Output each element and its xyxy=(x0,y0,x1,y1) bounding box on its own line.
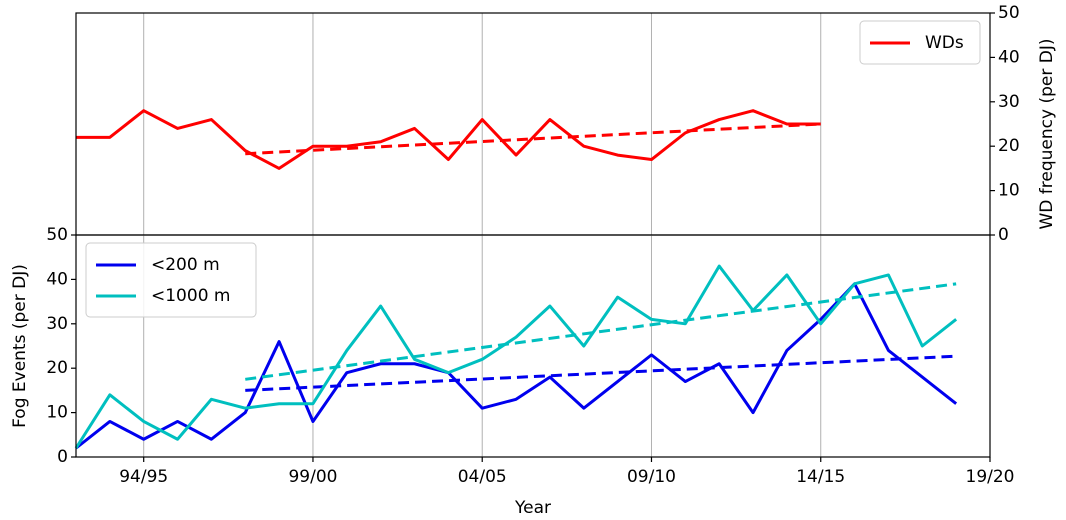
y-tick-label: 30 xyxy=(46,314,68,334)
y2-axis-label: WD frequency (per DJ) xyxy=(1037,39,1057,230)
legend-box xyxy=(859,20,981,65)
y-tick-label: 50 xyxy=(998,3,1020,23)
x-axis-label: Year xyxy=(514,498,551,518)
trend-line xyxy=(245,354,957,392)
plot-frame xyxy=(75,12,991,236)
trend-line xyxy=(245,122,821,156)
x-tick-label: 19/20 xyxy=(966,467,1015,487)
x-tick-label: 14/15 xyxy=(796,467,845,487)
y-tick-label: 30 xyxy=(998,92,1020,112)
y-tick-label: 20 xyxy=(998,136,1020,156)
y-tick-label: 0 xyxy=(57,447,68,467)
data-line xyxy=(75,282,958,450)
y-tick-label: 20 xyxy=(46,358,68,378)
data-line xyxy=(76,109,821,170)
legend-label: <200 m xyxy=(151,255,220,275)
y-axis-label: Fog Events (per DJ) xyxy=(10,264,30,428)
x-tick-label: 04/05 xyxy=(458,467,507,487)
x-tick-label: 09/10 xyxy=(627,467,676,487)
legend-box xyxy=(85,242,257,318)
y-tick-label: 10 xyxy=(998,181,1020,201)
y-tick-label: 40 xyxy=(998,47,1020,67)
x-tick-label: 99/00 xyxy=(288,467,337,487)
y-tick-label: 10 xyxy=(46,403,68,423)
trend-line xyxy=(245,282,957,381)
data-line xyxy=(74,264,958,449)
legend-label: WDs xyxy=(925,33,964,53)
y-tick-label: 50 xyxy=(46,225,68,245)
x-tick-label: 94/95 xyxy=(119,467,168,487)
y-tick-label: 40 xyxy=(46,269,68,289)
y-tick-label: 0 xyxy=(998,225,1009,245)
legend-label: <1000 m xyxy=(151,286,230,306)
plot-frame xyxy=(75,234,991,458)
